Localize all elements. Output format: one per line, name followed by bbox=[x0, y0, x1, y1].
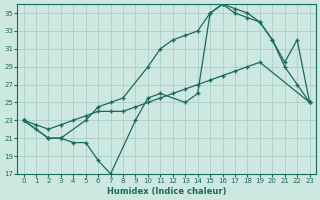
X-axis label: Humidex (Indice chaleur): Humidex (Indice chaleur) bbox=[107, 187, 226, 196]
